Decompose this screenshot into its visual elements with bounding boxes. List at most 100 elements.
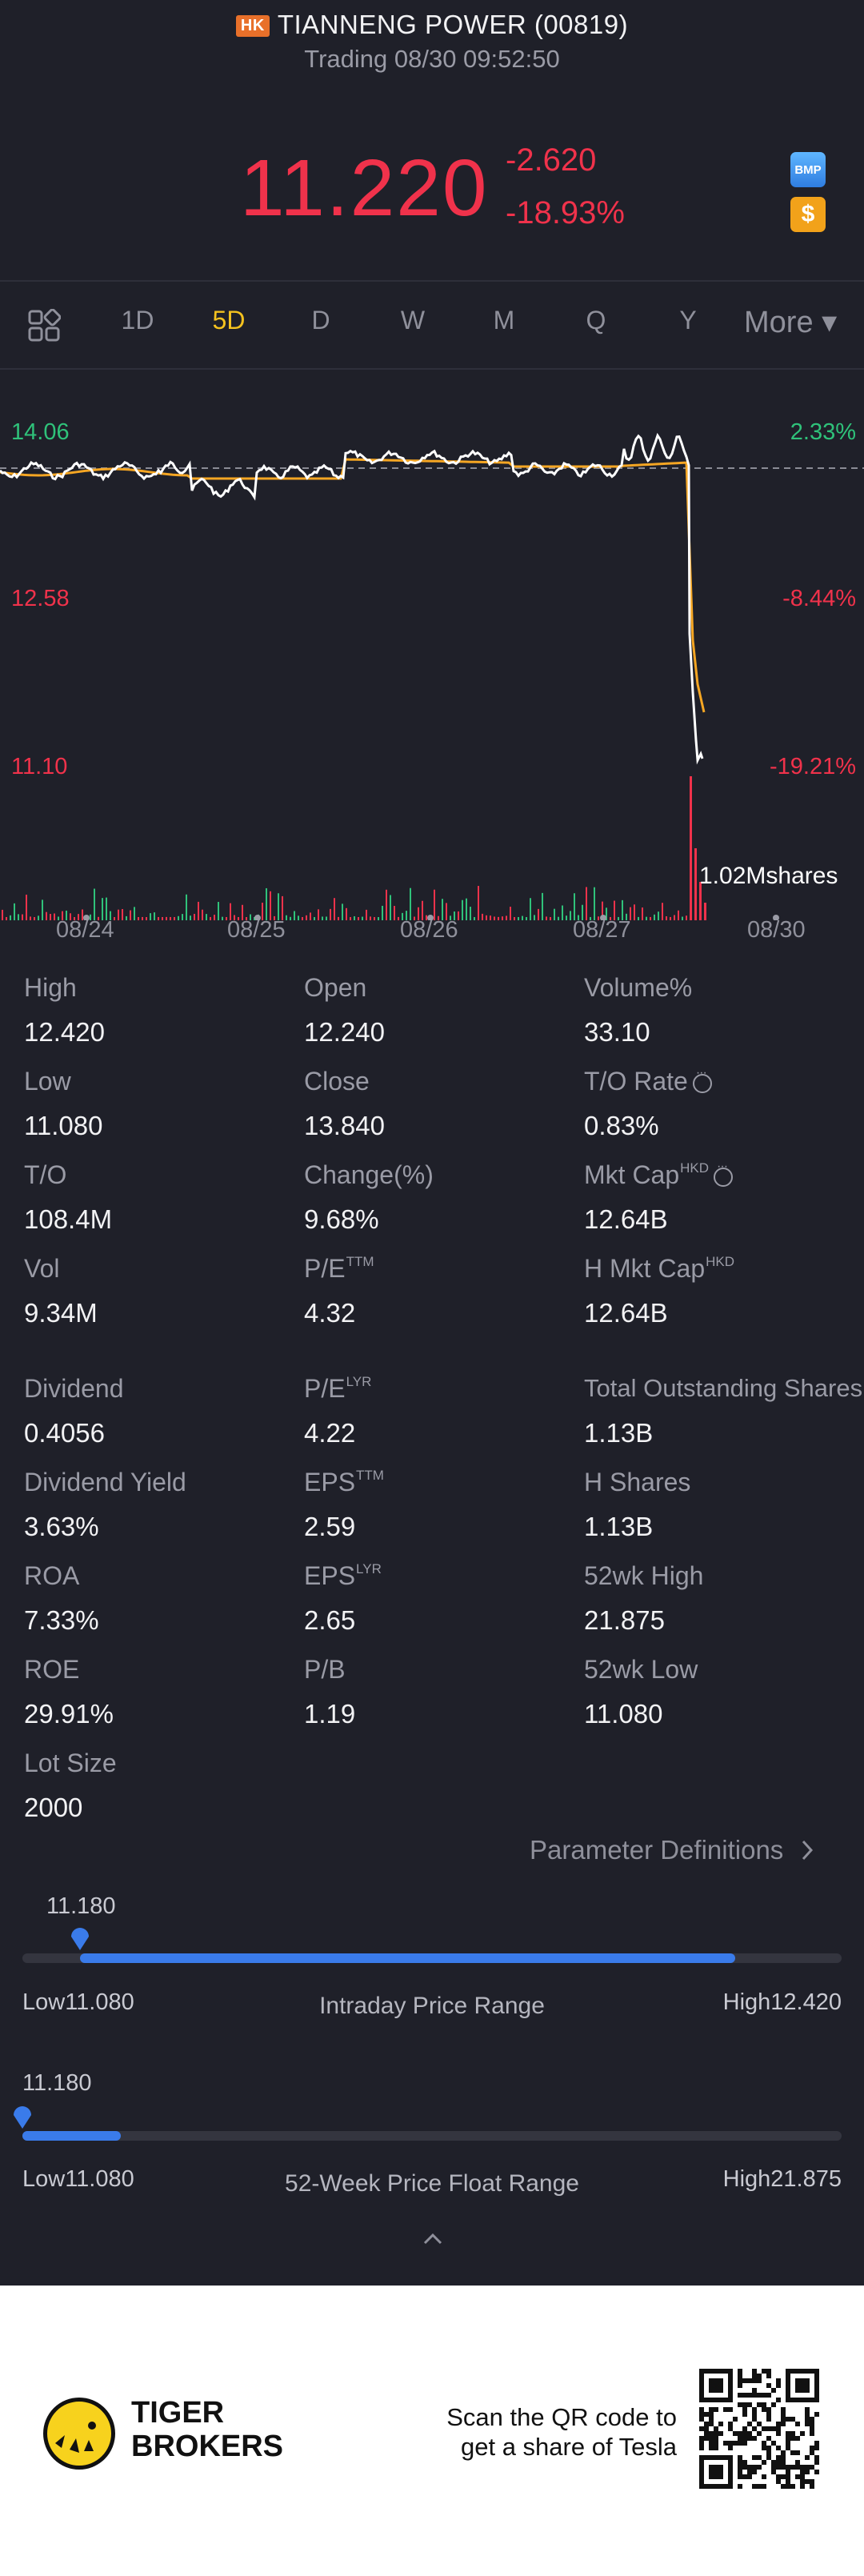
stat-value: 13.840 [304, 1111, 385, 1140]
volume-bar [310, 912, 311, 920]
volume-bar [154, 912, 155, 920]
tab-week[interactable]: W [400, 306, 426, 335]
volume-bar [374, 916, 375, 920]
stat-value: 12.64B [584, 1298, 668, 1328]
volume-bar [350, 916, 351, 920]
volume-bar [554, 908, 555, 920]
info-icon[interactable] [692, 1066, 712, 1093]
intraday-high: High12.420 [722, 1989, 842, 2015]
volume-bar [70, 913, 71, 920]
parameter-definitions-link[interactable]: Parameter Definitions [530, 1835, 816, 1865]
volume-bar [230, 903, 231, 920]
tab-5d[interactable]: 5D [212, 306, 246, 335]
volume-bar [462, 899, 463, 920]
volume-bar [626, 913, 627, 920]
volume-bar [226, 916, 227, 920]
volume-bar [254, 916, 255, 920]
bmp-icon[interactable]: BMP [790, 152, 826, 187]
volume-bar [290, 916, 291, 920]
volume-bar [354, 915, 355, 920]
volume-bar [638, 916, 639, 920]
volume-bar [294, 911, 295, 920]
stat-value: 2000 [24, 1793, 83, 1822]
volume-bar [370, 916, 371, 920]
chevron-up-icon[interactable] [422, 2231, 443, 2245]
dollar-icon[interactable]: $ [790, 197, 826, 232]
intraday-range-fill [79, 1953, 735, 1963]
stat-label: Lot Size [24, 1749, 117, 1777]
volume-bar [562, 905, 563, 920]
stat-label: 52wk High [584, 1561, 704, 1590]
tabs-divider [0, 368, 864, 370]
intraday-range-track [22, 1953, 842, 1963]
stat-value: 2.65 [304, 1605, 356, 1635]
volume-bar [674, 915, 675, 920]
info-icon[interactable] [714, 1160, 734, 1187]
market-badge: HK [235, 15, 270, 37]
stat-label: ROA [24, 1561, 80, 1590]
y-left-top-label: 14.06 [11, 419, 70, 445]
stat-label: Volume% [584, 973, 693, 1002]
qr-code-icon[interactable] [699, 2369, 819, 2489]
stat-value: 11.080 [24, 1111, 103, 1140]
volume-bar [610, 916, 611, 920]
stat-label: High [24, 973, 77, 1002]
volume-bar [222, 916, 223, 920]
layout-grid-icon[interactable] [27, 309, 61, 343]
tab-quarter[interactable]: Q [586, 306, 606, 335]
volume-bar [634, 904, 635, 920]
volume-bar [458, 911, 459, 920]
stock-name: TIANNENG POWER (00819) [277, 10, 629, 39]
volume-bar [162, 916, 163, 920]
stat-value: 4.32 [304, 1298, 356, 1328]
volume-bar [206, 914, 207, 920]
volume-bar [22, 914, 23, 920]
y-left-mid-label: 12.58 [11, 586, 70, 611]
volume-bar [270, 891, 271, 920]
volume-bar [62, 911, 63, 920]
stat-label: T/O [24, 1160, 67, 1189]
volume-bar [598, 916, 599, 920]
tab-month[interactable]: M [493, 306, 515, 335]
tab-year[interactable]: Y [679, 306, 697, 335]
volume-bar [530, 898, 531, 920]
stat-label-text: EPS [304, 1468, 356, 1496]
date-label: 08/24 [56, 917, 114, 943]
intraday-current-price: 11.180 [46, 1893, 116, 1919]
week52-range-title: 52-Week Price Float Range [285, 2170, 579, 2197]
volume-bar [602, 901, 603, 920]
volume-bar [266, 887, 267, 920]
stat-label-text: H Mkt Cap [584, 1254, 706, 1283]
location-pin-icon [70, 1928, 89, 1950]
volume-bar [166, 916, 167, 920]
volume-bar [358, 916, 359, 920]
more-tab[interactable]: More ▾ [744, 306, 838, 339]
stat-label: Vol [24, 1254, 60, 1283]
volume-bar [122, 908, 123, 920]
stat-value: 0.4056 [24, 1418, 105, 1448]
tab-1d[interactable]: 1D [121, 306, 154, 335]
location-pin-icon [14, 2106, 31, 2129]
stat-value: 7.33% [24, 1605, 99, 1635]
volume-bar [170, 916, 171, 920]
stat-label-text: T/O Rate [584, 1067, 688, 1096]
volume-bar [30, 916, 31, 920]
volume-bar [74, 917, 75, 920]
superscript: LYR [356, 1561, 382, 1576]
superscript: TTM [346, 1254, 374, 1269]
volume-bar [174, 916, 175, 920]
volume-bar [126, 915, 127, 920]
volume-bar [202, 909, 203, 920]
volume-bar [678, 910, 679, 920]
volume-bar [34, 916, 35, 920]
volume-bar [510, 907, 511, 920]
period-tabs: 1D 5D D W M Q Y More ▾ [0, 282, 864, 368]
volume-bar [314, 917, 315, 920]
stat-label-text: EPS [304, 1561, 356, 1590]
stat-label: ROE [24, 1655, 80, 1684]
stat-label: 52wk Low [584, 1655, 698, 1684]
tab-day[interactable]: D [311, 306, 330, 335]
volume-bar [590, 916, 591, 920]
price-chart[interactable]: 14.06 12.58 11.10 2.33% -8.44% -19.21% 1… [0, 376, 864, 952]
volume-bar [278, 893, 279, 920]
